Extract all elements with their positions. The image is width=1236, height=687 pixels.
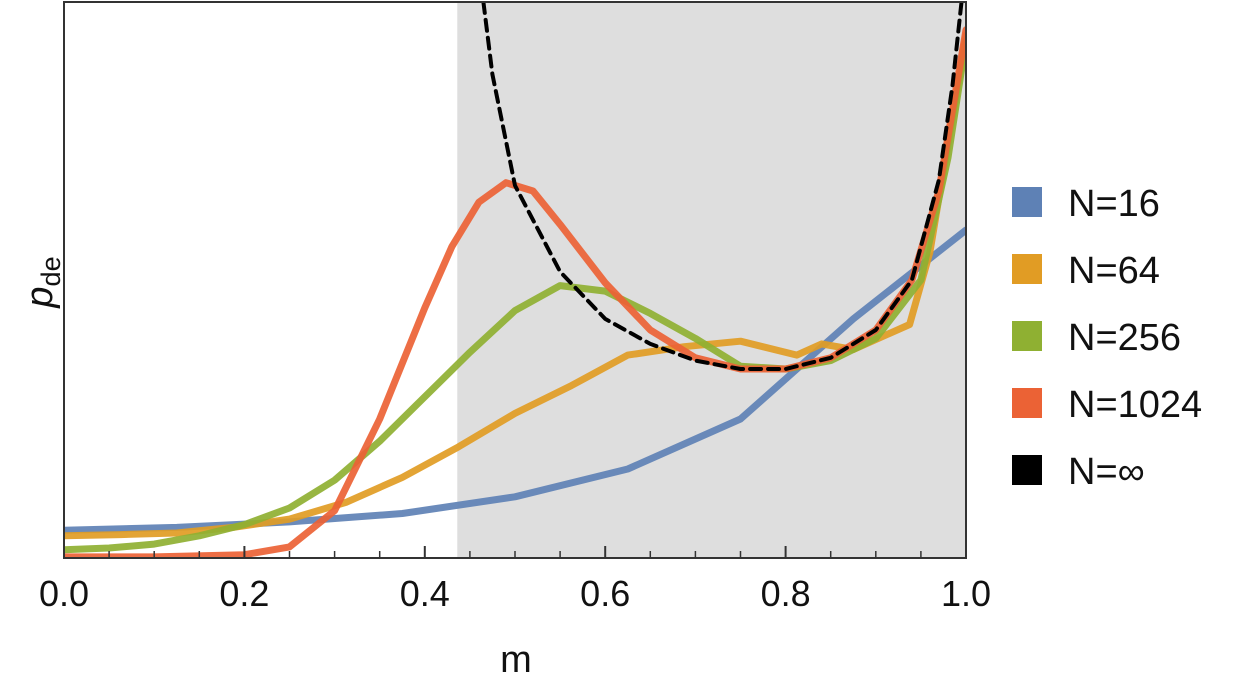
series-layer (64, 2, 966, 558)
x-axis-label: m (500, 639, 532, 681)
x-tick-label: 0.4 (400, 573, 450, 614)
series-line-1 (64, 226, 966, 534)
series-line-5 (481, 2, 964, 371)
y-axis-label-main: p (19, 286, 61, 308)
legend-swatch (1012, 187, 1042, 217)
legend-label: N=16 (1068, 183, 1160, 225)
legend-swatch (1012, 388, 1042, 418)
legend-label: N=1024 (1068, 384, 1202, 426)
legend-swatch (1012, 321, 1042, 351)
x-tick-label: 0.0 (39, 573, 89, 614)
legend-swatch (1012, 455, 1042, 485)
y-axis-label: pde (19, 256, 66, 308)
legend-label: N=64 (1068, 250, 1160, 292)
series-line-3 (64, 37, 966, 554)
legend-swatch (1012, 254, 1042, 284)
plot-shaded-region (457, 2, 966, 558)
x-tick-label: 0.8 (761, 573, 811, 614)
x-tick-label: 0.6 (580, 573, 630, 614)
y-axis-label-sub: de (36, 256, 66, 286)
x-tick-label: 1.0 (941, 573, 991, 614)
legend: N=16 N=64 N=256 N=1024 N=∞ (1012, 183, 1202, 493)
ticks-layer: 0.0 0.2 0.4 0.6 0.8 1.0 (39, 546, 991, 614)
legend-label: N=∞ (1068, 451, 1145, 493)
legend-label: N=256 (1068, 317, 1181, 359)
x-tick-label: 0.2 (219, 573, 269, 614)
